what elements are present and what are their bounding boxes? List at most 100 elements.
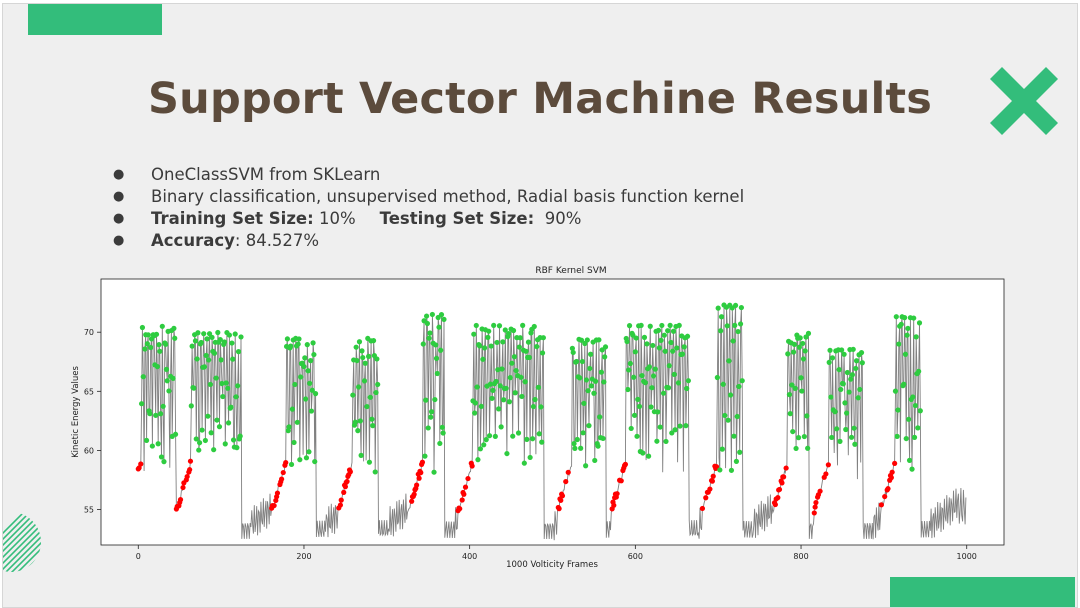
outlier-point xyxy=(457,506,463,512)
inlier-point xyxy=(681,344,687,350)
inlier-point xyxy=(646,364,653,370)
bullet-text: OneClassSVM from SKLearn xyxy=(151,165,381,184)
inlier-point xyxy=(365,353,372,359)
x-tick-label: 1000 xyxy=(957,552,977,561)
outlier-point xyxy=(775,495,781,501)
inlier-point xyxy=(786,391,793,398)
outlier-point xyxy=(772,501,778,508)
outlier-point xyxy=(416,475,422,481)
inlier-point xyxy=(827,347,833,353)
inlier-point xyxy=(350,392,356,398)
inlier-point xyxy=(848,434,855,440)
inlier-point xyxy=(657,424,663,430)
inlier-point xyxy=(206,357,212,363)
inlier-point xyxy=(843,426,849,433)
inlier-point xyxy=(221,339,228,345)
inlier-point xyxy=(432,396,438,403)
outlier-point xyxy=(461,491,467,497)
inlier-point xyxy=(592,378,599,384)
inlier-point xyxy=(496,323,503,329)
inlier-point xyxy=(655,327,662,333)
inlier-point xyxy=(739,378,745,384)
inlier-point xyxy=(423,313,430,319)
inlier-point xyxy=(170,375,176,381)
chart-title: RBF Kernel SVM xyxy=(535,266,606,276)
inlier-point xyxy=(596,337,602,343)
outlier-point xyxy=(184,473,190,480)
inlier-point xyxy=(211,447,217,453)
outlier-point xyxy=(889,469,895,475)
inlier-point xyxy=(494,339,500,346)
inlier-point xyxy=(911,434,918,440)
inlier-point xyxy=(837,438,843,444)
stripe-line xyxy=(3,512,36,572)
inlier-point xyxy=(652,366,658,372)
inlier-point xyxy=(581,400,587,406)
inlier-point xyxy=(356,384,362,390)
inlier-point xyxy=(790,349,797,355)
inlier-point xyxy=(917,408,923,414)
outlier-point xyxy=(882,493,888,500)
inlier-point xyxy=(172,431,179,437)
inlier-point xyxy=(732,322,738,328)
outlier-point xyxy=(558,497,564,503)
inlier-point xyxy=(789,382,795,388)
bullet-item: ● Training Set Size: 10% Testing Set Size:… xyxy=(113,208,744,230)
inlier-point xyxy=(490,387,496,393)
inlier-point xyxy=(799,388,805,394)
inlier-point xyxy=(487,381,493,387)
inlier-point xyxy=(288,461,295,468)
inlier-point xyxy=(631,412,638,418)
inlier-point xyxy=(284,336,290,342)
inlier-point xyxy=(194,356,200,362)
inlier-point xyxy=(916,320,923,326)
inlier-point xyxy=(588,351,594,357)
inlier-point xyxy=(855,395,861,401)
bullet-item: ● OneClassSVM from SKLearn xyxy=(113,164,744,186)
inlier-point xyxy=(295,341,301,347)
inlier-point xyxy=(304,342,310,348)
inlier-point xyxy=(726,358,732,364)
outlier-point xyxy=(888,475,894,481)
inlier-point xyxy=(785,351,791,357)
inlier-point xyxy=(218,357,224,363)
inlier-point xyxy=(305,368,311,374)
outlier-point xyxy=(614,491,620,497)
inlier-point xyxy=(476,343,483,349)
inlier-point xyxy=(578,337,585,343)
inlier-point xyxy=(906,416,912,422)
inlier-point xyxy=(805,445,811,451)
inlier-point xyxy=(644,341,650,347)
inlier-point xyxy=(841,351,847,357)
outlier-point xyxy=(271,502,277,509)
inlier-point xyxy=(916,368,922,374)
inlier-point xyxy=(804,413,810,419)
y-tick-label: 60 xyxy=(84,446,94,455)
inlier-point xyxy=(427,330,433,336)
inlier-point xyxy=(654,438,660,444)
inlier-point xyxy=(436,324,442,330)
inlier-point xyxy=(842,400,848,406)
inlier-point xyxy=(219,380,225,387)
inlier-point xyxy=(718,328,724,334)
outlier-point xyxy=(462,484,469,490)
page-title: Support Vector Machine Results xyxy=(147,74,933,124)
inlier-point xyxy=(800,340,806,347)
train-size-label: Training Set Size: xyxy=(151,209,314,228)
inlier-point xyxy=(202,437,208,444)
inlier-point xyxy=(724,323,730,329)
outlier-point xyxy=(779,480,785,486)
y-tick-label: 65 xyxy=(84,387,94,396)
inlier-point xyxy=(147,411,153,417)
inlier-point xyxy=(801,433,807,440)
inlier-point xyxy=(172,335,178,341)
inlier-point xyxy=(214,417,220,423)
inlier-point xyxy=(602,344,609,350)
outlier-point xyxy=(565,469,571,475)
inlier-point xyxy=(630,332,636,338)
inlier-point xyxy=(675,380,682,386)
inlier-point xyxy=(523,348,529,354)
inlier-point xyxy=(516,344,522,350)
outlier-point xyxy=(409,498,415,504)
inlier-point xyxy=(199,427,205,433)
